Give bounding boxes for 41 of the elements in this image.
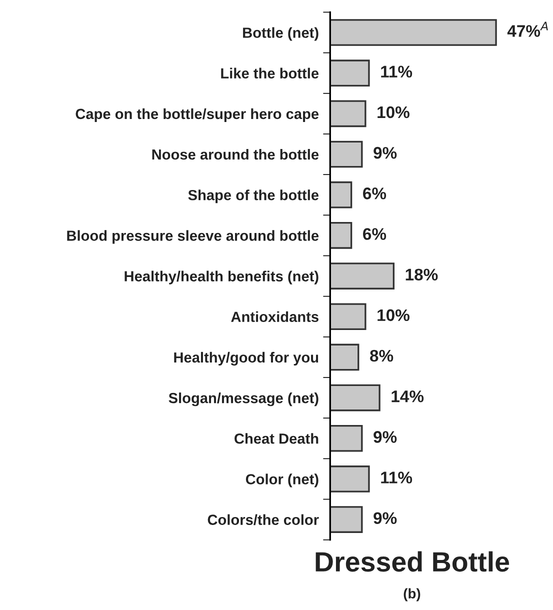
bar: [330, 100, 366, 128]
data-label: 10%: [378, 106, 410, 118]
bar: [330, 181, 352, 208]
y-tick-label: Slogan/message (net): [168, 392, 318, 406]
data-label: 47%$^{A}$: [507, 22, 548, 37]
data-label: 11%: [381, 472, 412, 484]
data-label: 11%: [381, 66, 412, 78]
data-label: 10%: [378, 309, 410, 322]
data-label: 9%: [374, 146, 397, 159]
y-tick-label: Healthy/health benefits (net): [124, 270, 318, 284]
y-tick-label: Noose around the bottle: [152, 148, 319, 160]
y-tick-label: Blood pressure sleeve around bottle: [67, 230, 319, 244]
y-tick-label: Like the bottle: [221, 68, 319, 79]
y-tick-label: Cheat Death: [234, 433, 318, 444]
y-tick-label: Bottle (net): [243, 27, 318, 41]
data-label: 6%: [363, 228, 386, 240]
data-label: 18%: [406, 268, 438, 280]
y-tick-label: Shape of the bottle: [188, 190, 319, 204]
bar: [330, 60, 370, 86]
y-tick-label: Cape on the bottle/super hero cape: [76, 108, 319, 122]
data-label: 6%: [363, 188, 386, 200]
bar: [330, 303, 366, 330]
bar: [330, 222, 352, 249]
data-label: 9%: [374, 512, 397, 524]
bar: [330, 384, 380, 412]
data-label: 14%: [392, 390, 424, 402]
data-label: 8%: [370, 350, 394, 362]
bar: [330, 506, 363, 533]
bar: [330, 262, 395, 290]
bar: [330, 19, 497, 46]
text: (b): [404, 588, 420, 602]
data-label: 9%: [374, 431, 397, 443]
y-tick-label: Color (net): [246, 474, 318, 488]
bar: [330, 344, 360, 371]
y-tick-label: Antioxidants: [231, 311, 318, 322]
text: Dressed Bottle: [316, 551, 510, 572]
bar: [330, 466, 370, 492]
y-tick-label: Healthy/good for you: [174, 352, 318, 366]
bar: [330, 424, 363, 452]
bar: [330, 140, 363, 168]
y-tick-label: Colors/the color: [208, 514, 319, 526]
